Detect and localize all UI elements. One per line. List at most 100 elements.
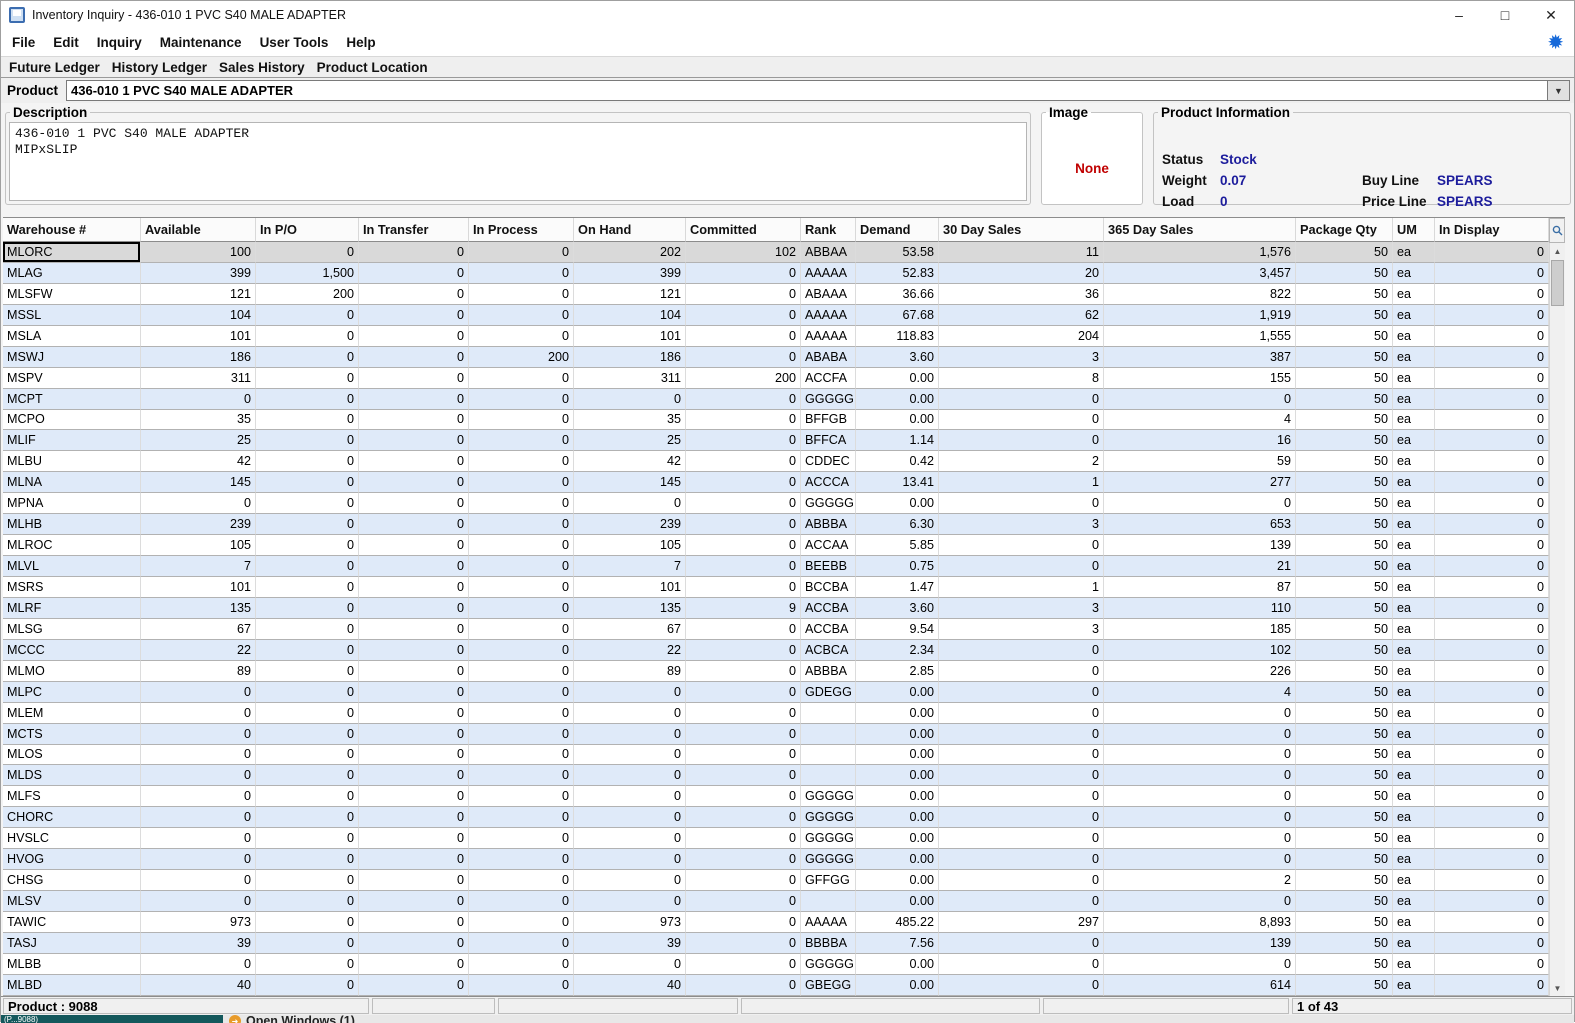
cell-on-hand[interactable]: 0	[574, 723, 686, 745]
cell-in-display[interactable]: 0	[1435, 828, 1549, 850]
cell-um[interactable]: ea	[1393, 597, 1435, 619]
cell-in-transfer[interactable]: 0	[359, 702, 469, 724]
cell-30-day-sales[interactable]: 0	[939, 639, 1104, 661]
cell-demand[interactable]: 0.00	[856, 953, 939, 975]
cell-committed[interactable]: 0	[686, 765, 801, 787]
cell-in-transfer[interactable]: 0	[359, 974, 469, 996]
cell-demand[interactable]: 3.60	[856, 597, 939, 619]
cell-committed[interactable]: 102	[686, 242, 801, 263]
cell-available[interactable]: 0	[141, 953, 256, 975]
cell-365-day-sales[interactable]: 0	[1104, 744, 1296, 766]
cell-on-hand[interactable]: 105	[574, 535, 686, 557]
cell-on-hand[interactable]: 35	[574, 409, 686, 431]
cell-30-day-sales[interactable]: 0	[939, 535, 1104, 557]
cell-rank[interactable]: GBEGG	[801, 974, 856, 996]
table-row[interactable]: MSWJ 186 0 0 200 186 0 ABABA 3.60 3 387 50 ea 0	[3, 346, 1549, 368]
cell-committed[interactable]: 0	[686, 849, 801, 871]
cell-committed[interactable]: 0	[686, 618, 801, 640]
cell-in-transfer[interactable]: 0	[359, 639, 469, 661]
product-dropdown-button[interactable]: ▼	[1547, 80, 1570, 101]
column-header-um[interactable]: UM	[1393, 218, 1435, 242]
cell-available[interactable]: 0	[141, 723, 256, 745]
cell-package-qty[interactable]: 50	[1296, 660, 1393, 682]
cell-in-transfer[interactable]: 0	[359, 472, 469, 494]
cell-um[interactable]: ea	[1393, 723, 1435, 745]
cell-on-hand[interactable]: 121	[574, 283, 686, 305]
cell-um[interactable]: ea	[1393, 242, 1435, 263]
cell-package-qty[interactable]: 50	[1296, 744, 1393, 766]
cell-rank[interactable]: GGGGG	[801, 388, 856, 410]
cell-in-display[interactable]: 0	[1435, 953, 1549, 975]
cell-30-day-sales[interactable]: 3	[939, 514, 1104, 536]
cell-in-display[interactable]: 0	[1435, 807, 1549, 829]
cell-30-day-sales[interactable]: 3	[939, 618, 1104, 640]
cell-available[interactable]: 973	[141, 912, 256, 933]
cell-365-day-sales[interactable]: 4	[1104, 681, 1296, 703]
cell-in-p-o[interactable]: 0	[256, 681, 359, 703]
cell-available[interactable]: 101	[141, 577, 256, 598]
cell-available[interactable]: 42	[141, 451, 256, 473]
open-windows-item[interactable]: ➜ Open Windows (1)	[229, 1015, 355, 1023]
cell-in-process[interactable]: 0	[469, 702, 574, 724]
menu-item-help[interactable]: Help	[346, 35, 376, 50]
cell-warehouse[interactable]: MLPC	[3, 681, 141, 703]
cell-in-process[interactable]: 0	[469, 283, 574, 305]
cell-committed[interactable]: 0	[686, 451, 801, 473]
cell-30-day-sales[interactable]: 3	[939, 346, 1104, 368]
cell-committed[interactable]: 0	[686, 891, 801, 912]
cell-30-day-sales[interactable]: 0	[939, 849, 1104, 871]
cell-in-transfer[interactable]: 0	[359, 849, 469, 871]
cell-30-day-sales[interactable]: 0	[939, 765, 1104, 787]
cell-in-display[interactable]: 0	[1435, 556, 1549, 577]
cell-committed[interactable]: 0	[686, 493, 801, 515]
cell-package-qty[interactable]: 50	[1296, 430, 1393, 452]
column-header-demand[interactable]: Demand	[856, 218, 939, 242]
cell-on-hand[interactable]: 202	[574, 242, 686, 263]
cell-committed[interactable]: 0	[686, 556, 801, 577]
table-row[interactable]: MLAG 399 1,500 0 0 399 0 AAAAA 52.83 20 3,457 50 ea 0	[3, 262, 1549, 284]
cell-warehouse[interactable]: MLBU	[3, 451, 141, 473]
cell-um[interactable]: ea	[1393, 702, 1435, 724]
cell-rank[interactable]: GGGGG	[801, 828, 856, 850]
table-row[interactable]: MLRF 135 0 0 0 135 9 ACCBA 3.60 3 110 50 ea 0	[3, 597, 1549, 619]
cell-warehouse[interactable]: MLORC	[3, 242, 141, 263]
cell-on-hand[interactable]: 42	[574, 451, 686, 473]
cell-package-qty[interactable]: 50	[1296, 786, 1393, 808]
cell-demand[interactable]: 0.00	[856, 849, 939, 871]
cell-30-day-sales[interactable]: 0	[939, 744, 1104, 766]
cell-in-p-o[interactable]: 0	[256, 577, 359, 598]
cell-on-hand[interactable]: 0	[574, 807, 686, 829]
cell-warehouse[interactable]: MLROC	[3, 535, 141, 557]
cell-rank[interactable]: BFFGB	[801, 409, 856, 431]
cell-365-day-sales[interactable]: 139	[1104, 535, 1296, 557]
cell-in-p-o[interactable]: 0	[256, 744, 359, 766]
cell-demand[interactable]: 5.85	[856, 535, 939, 557]
cell-in-p-o[interactable]: 0	[256, 514, 359, 536]
cell-in-process[interactable]: 0	[469, 618, 574, 640]
cell-demand[interactable]: 52.83	[856, 262, 939, 284]
cell-available[interactable]: 25	[141, 430, 256, 452]
cell-package-qty[interactable]: 50	[1296, 974, 1393, 996]
cell-in-transfer[interactable]: 0	[359, 912, 469, 933]
cell-rank[interactable]: GGGGG	[801, 849, 856, 871]
cell-rank[interactable]: ABBAA	[801, 242, 856, 263]
cell-on-hand[interactable]: 0	[574, 891, 686, 912]
cell-package-qty[interactable]: 50	[1296, 367, 1393, 389]
cell-on-hand[interactable]: 67	[574, 618, 686, 640]
cell-in-transfer[interactable]: 0	[359, 430, 469, 452]
cell-um[interactable]: ea	[1393, 325, 1435, 347]
cell-package-qty[interactable]: 50	[1296, 953, 1393, 975]
column-header-in-process[interactable]: In Process	[469, 218, 574, 242]
cell-warehouse[interactable]: MLEM	[3, 702, 141, 724]
cell-available[interactable]: 121	[141, 283, 256, 305]
table-row[interactable]: MLSFW 121 200 0 0 121 0 ABAAA 36.66 36 822 50 ea 0	[3, 283, 1549, 305]
cell-in-display[interactable]: 0	[1435, 681, 1549, 703]
cell-in-p-o[interactable]: 0	[256, 304, 359, 326]
cell-um[interactable]: ea	[1393, 953, 1435, 975]
cell-in-p-o[interactable]: 0	[256, 493, 359, 515]
cell-in-transfer[interactable]: 0	[359, 870, 469, 892]
cell-in-p-o[interactable]: 0	[256, 932, 359, 954]
cell-in-p-o[interactable]: 0	[256, 849, 359, 871]
cell-in-process[interactable]: 0	[469, 974, 574, 996]
cell-in-p-o[interactable]: 1,500	[256, 262, 359, 284]
